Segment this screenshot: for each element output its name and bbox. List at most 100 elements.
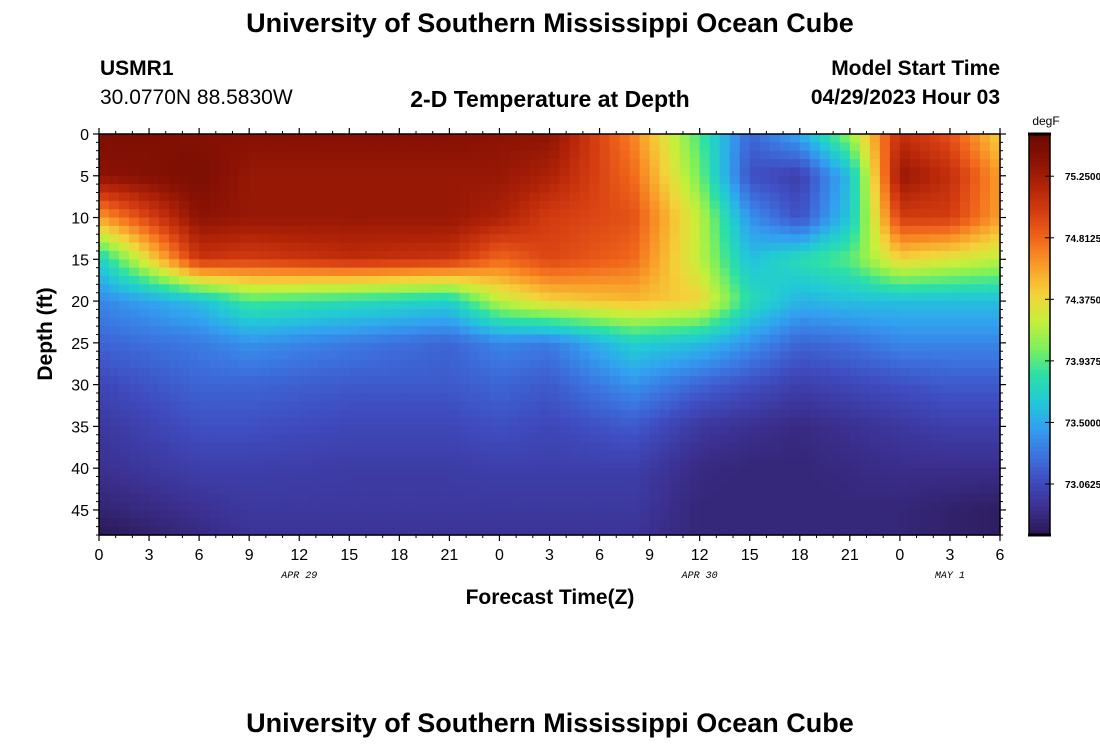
heatmap-cell [389, 526, 400, 536]
heatmap-cell [949, 509, 961, 519]
heatmap-cell [289, 359, 300, 369]
heatmap-cell [389, 509, 400, 519]
heatmap-cell [519, 284, 531, 294]
heatmap-cell [819, 493, 831, 503]
colorbar-segment [1029, 198, 1050, 203]
heatmap-cell [469, 167, 481, 177]
heatmap-cell [659, 434, 671, 444]
heatmap-cell [229, 175, 240, 185]
heatmap-cell [769, 175, 781, 185]
colorbar-segment [1029, 326, 1050, 332]
heatmap-cell [349, 159, 360, 169]
heatmap-cell [519, 409, 531, 419]
heatmap-cell [179, 426, 190, 436]
heatmap-cell [219, 409, 230, 419]
heatmap-cell [229, 225, 240, 235]
heatmap-cell [129, 326, 140, 336]
heatmap-cell [269, 342, 280, 352]
heatmap-cell [299, 276, 310, 285]
heatmap-cell [499, 159, 511, 169]
heatmap-cell [369, 225, 380, 235]
heatmap-cell [789, 234, 801, 244]
heatmap-cell [329, 451, 340, 461]
heatmap-cell [779, 309, 791, 319]
heatmap-cell [559, 359, 571, 369]
model-start-value: 04/29/2023 Hour 03 [810, 86, 1000, 109]
colorbar-segment [1029, 482, 1050, 488]
heatmap-cell [939, 225, 951, 235]
heatmap-cell [779, 518, 791, 528]
heatmap-cell [549, 175, 561, 185]
heatmap-cell [889, 175, 901, 185]
heatmap-cell [449, 518, 460, 528]
heatmap-cell [979, 301, 991, 311]
heatmap-cell [809, 401, 821, 411]
heatmap-cell [899, 175, 911, 185]
heatmap-cell [849, 509, 861, 519]
heatmap-cell [589, 301, 601, 311]
colorbar-segment [1029, 238, 1050, 243]
heatmap-cell [679, 351, 691, 361]
heatmap-cell [279, 301, 290, 311]
heatmap-cell [409, 443, 420, 453]
heatmap-cell [779, 501, 791, 511]
heatmap-cell [379, 142, 390, 152]
colorbar-segment [1029, 266, 1050, 271]
heatmap-cell [239, 351, 250, 361]
heatmap-cell [339, 484, 350, 494]
heatmap-cell [539, 443, 551, 453]
heatmap-cell [419, 526, 430, 536]
heatmap-cell [779, 367, 791, 377]
heatmap-cell [289, 468, 300, 478]
colorbar-segment [1029, 222, 1050, 227]
heatmap-cell [349, 217, 360, 227]
heatmap-cell [859, 301, 871, 311]
heatmap-cell [859, 518, 871, 528]
heatmap-cell [839, 217, 851, 227]
heatmap-cell [949, 184, 961, 194]
heatmap-cell [969, 359, 981, 369]
heatmap-cell [569, 359, 581, 369]
heatmap-cell [989, 501, 1001, 511]
heatmap-cell [629, 192, 641, 202]
heatmap-cell [279, 150, 290, 160]
heatmap-cell [649, 234, 661, 244]
heatmap-cell [469, 484, 481, 494]
heatmap-cell [609, 443, 621, 453]
heatmap-cell [509, 501, 521, 511]
heatmap-cell [319, 476, 330, 486]
heatmap-cell [709, 225, 721, 235]
heatmap-cell [819, 317, 831, 327]
heatmap-cell [279, 367, 290, 377]
heatmap-cell [909, 225, 921, 235]
heatmap-cell [99, 175, 110, 185]
heatmap-cell [929, 301, 941, 311]
heatmap-cell [969, 326, 981, 336]
heatmap-cell [919, 200, 931, 210]
heatmap-cell [439, 175, 450, 185]
heatmap-cell [749, 292, 761, 302]
heatmap-cell [939, 134, 951, 143]
heatmap-cell [979, 326, 991, 336]
heatmap-cell [589, 150, 601, 160]
heatmap-cell [549, 209, 561, 219]
heatmap-cell [209, 443, 220, 453]
heatmap-cell [679, 167, 691, 177]
heatmap-cell [819, 167, 831, 177]
heatmap-cell [619, 234, 631, 244]
heatmap-cell [429, 426, 440, 436]
heatmap-cell [669, 342, 681, 352]
heatmap-cell [919, 217, 931, 227]
heatmap-cell [959, 326, 971, 336]
heatmap-cell [569, 418, 581, 427]
heatmap-cell [289, 250, 300, 260]
heatmap-cell [649, 317, 661, 327]
heatmap-cell [869, 509, 881, 519]
heatmap-cell [359, 284, 370, 294]
heatmap-cell [629, 167, 641, 177]
heatmap-cell [259, 401, 270, 411]
heatmap-cell [769, 292, 781, 302]
heatmap-cell [259, 267, 270, 277]
heatmap-cell [209, 468, 220, 478]
x-tick-label: 9 [245, 547, 254, 564]
